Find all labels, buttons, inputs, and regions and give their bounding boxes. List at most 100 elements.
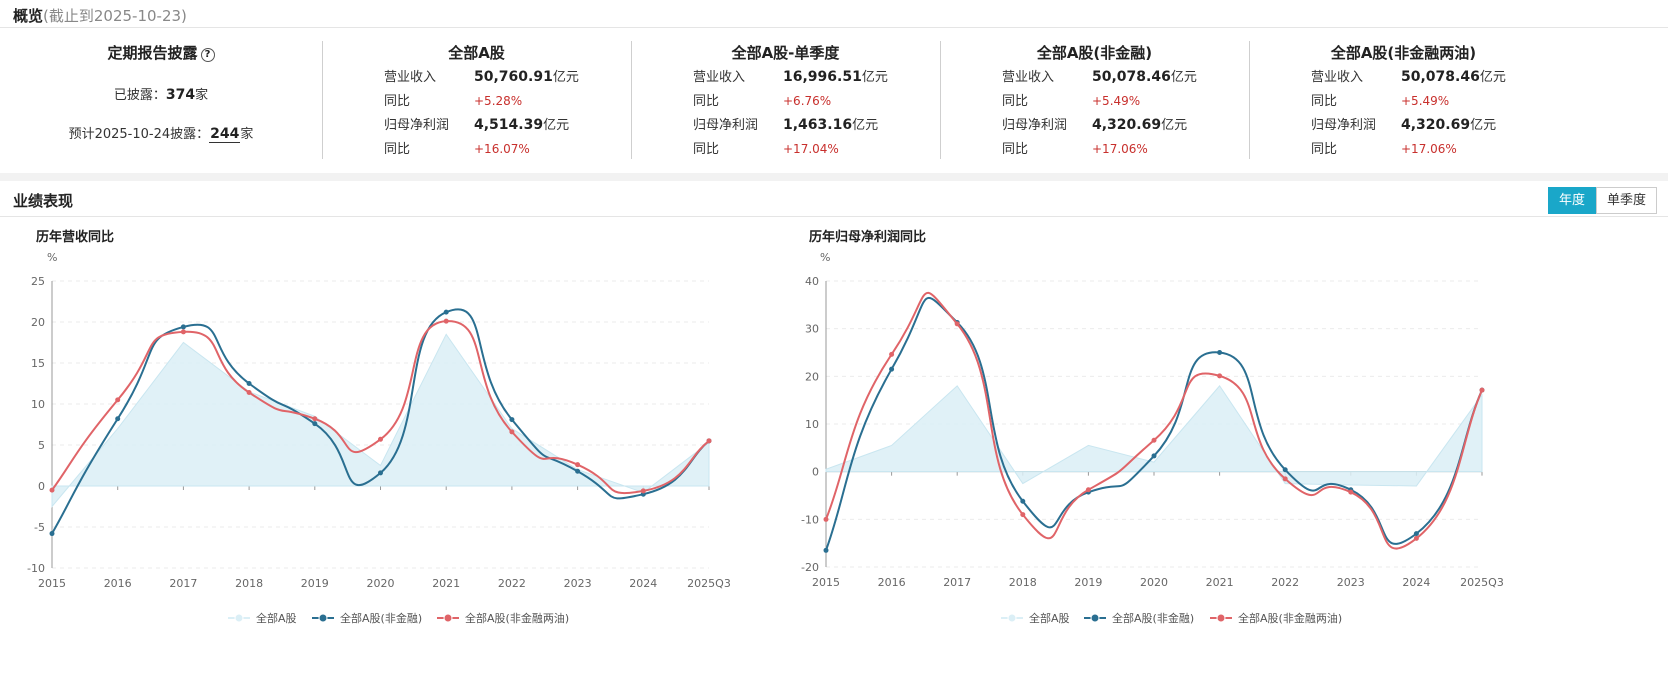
stat-block: 全部A股(非金融) 营业收入 50,078.46亿元 同比 +5.49% 归母净利润 4,3… <box>940 28 1249 173</box>
data-point <box>706 438 712 444</box>
overview-panel: 定期报告披露? 已披露：374家 预计2025-10-24披露：244家 全部A… <box>0 28 1668 173</box>
y-tick-label: 15 <box>31 357 45 370</box>
data-point <box>1020 498 1026 504</box>
revenue-value: 50,760.91 <box>474 69 553 85</box>
x-tick-label: 2021 <box>1206 576 1234 589</box>
stat-title: 全部A股 <box>448 44 505 62</box>
legend-marker <box>1090 613 1100 623</box>
data-point <box>1217 373 1223 379</box>
legend-label: 全部A股 <box>256 611 297 625</box>
divider <box>631 41 632 159</box>
chart-title: 历年营收同比 <box>36 229 114 245</box>
y-tick-label: 20 <box>805 370 819 383</box>
revenue-yoy-value: +5.28% <box>474 94 523 108</box>
profit-yoy-row: 同比 +16.07% <box>384 138 644 157</box>
data-point <box>509 429 515 435</box>
x-tick-label: 2025Q3 <box>687 577 731 590</box>
x-tick-label: 2018 <box>235 577 263 590</box>
y-tick-label: 30 <box>805 323 819 336</box>
profit-label: 归母净利润 <box>1002 118 1068 133</box>
legend-label: 全部A股(非金融) <box>1112 611 1194 625</box>
data-point <box>246 381 252 386</box>
x-tick-label: 2015 <box>812 576 840 589</box>
data-point <box>1479 387 1485 393</box>
profit-row: 归母净利润 4,320.69亿元 <box>1002 114 1262 133</box>
data-point <box>1085 487 1091 493</box>
profit-yoy-value: +17.06% <box>1092 142 1148 156</box>
revenue-row: 营业收入 50,078.46亿元 <box>1311 66 1571 85</box>
revenue-label: 营业收入 <box>693 70 746 85</box>
revenue-yoy-row: 同比 +5.49% <box>1002 90 1262 109</box>
performance-title: 业绩表现 <box>13 192 74 210</box>
data-point <box>1217 350 1223 355</box>
profit-unit: 亿元 <box>1470 118 1497 133</box>
data-point <box>1151 453 1157 459</box>
x-tick-label: 2018 <box>1009 576 1037 589</box>
data-point <box>180 324 186 330</box>
x-tick-label: 2020 <box>1140 576 1168 589</box>
y-tick-label: 25 <box>31 275 45 288</box>
toggle-annual-button[interactable]: 年度 <box>1548 187 1596 214</box>
forecast-count-link[interactable]: 244 <box>209 126 241 143</box>
stat-block: 全部A股-单季度 营业收入 16,996.51亿元 同比 +6.76% 归母净利润 1,46… <box>631 28 940 173</box>
x-tick-label: 2016 <box>878 576 906 589</box>
divider <box>940 41 941 159</box>
disclosure-block: 定期报告披露? 已披露：374家 预计2025-10-24披露：244家 <box>0 28 322 173</box>
legend-marker <box>1216 613 1226 623</box>
data-point <box>115 397 121 403</box>
divider <box>1249 41 1250 159</box>
data-point <box>378 436 383 442</box>
revenue-row: 营业收入 50,760.91亿元 <box>384 66 644 85</box>
y-tick-label: 0 <box>38 480 45 493</box>
revenue-unit: 亿元 <box>861 70 888 85</box>
legend-label: 全部A股(非金融两油) <box>465 611 569 625</box>
data-point <box>509 417 515 423</box>
revenue-yoy-label: 同比 <box>1311 94 1338 109</box>
data-point <box>1282 476 1288 482</box>
data-point <box>312 416 318 422</box>
profit-row: 归母净利润 4,514.39亿元 <box>384 114 644 133</box>
divider <box>322 41 323 159</box>
data-point <box>115 416 121 422</box>
question-circle-icon[interactable]: ? <box>200 48 215 62</box>
profit-value: 4,320.69 <box>1401 117 1471 133</box>
x-tick-label: 2017 <box>169 577 197 590</box>
profit-yoy-row: 同比 +17.06% <box>1002 138 1262 157</box>
revenue-label: 营业收入 <box>384 70 437 85</box>
disclosure-title-text: 定期报告披露 <box>107 44 198 62</box>
profit-value: 4,320.69 <box>1092 117 1162 133</box>
revenue-value: 50,078.46 <box>1092 69 1171 85</box>
data-point <box>49 487 55 493</box>
profit-yoy-value: +16.07% <box>474 142 530 156</box>
x-tick-label: 2023 <box>564 577 592 590</box>
profit-value: 1,463.16 <box>783 117 853 133</box>
y-tick-label: 10 <box>805 418 819 431</box>
profit-yoy-label: 同比 <box>384 142 411 157</box>
forecast-label: 预计2025-10-24披露： <box>68 127 210 142</box>
legend-label: 全部A股(非金融两油) <box>1238 611 1342 625</box>
disclosed-count: 374 <box>165 87 196 103</box>
legend-marker <box>234 613 244 623</box>
performance-header: 业绩表现 年度 单季度 <box>0 181 1668 217</box>
x-tick-label: 2019 <box>1074 576 1102 589</box>
revenue-row: 营业收入 16,996.51亿元 <box>693 66 953 85</box>
revenue-yoy-label: 同比 <box>1002 94 1029 109</box>
revenue-unit: 亿元 <box>552 70 579 85</box>
y-axis-unit: % <box>820 251 830 264</box>
data-point <box>312 421 318 427</box>
profit-label: 归母净利润 <box>693 118 759 133</box>
x-tick-label: 2022 <box>498 577 526 590</box>
data-point <box>1413 531 1419 537</box>
data-point <box>443 318 449 324</box>
profit-value: 4,514.39 <box>474 117 544 133</box>
data-point <box>1413 535 1419 541</box>
x-tick-label: 2023 <box>1337 576 1365 589</box>
y-axis-unit: % <box>47 251 57 264</box>
toggle-quarter-button[interactable]: 单季度 <box>1596 187 1657 214</box>
x-tick-label: 2020 <box>367 577 395 590</box>
revenue-value: 16,996.51 <box>783 69 862 85</box>
stat-title: 全部A股-单季度 <box>731 44 840 62</box>
overview-title: 概览(截止到2025-10-23) <box>13 5 187 26</box>
profit-unit: 亿元 <box>1161 118 1188 133</box>
disclosed-label: 已披露： <box>113 88 166 103</box>
